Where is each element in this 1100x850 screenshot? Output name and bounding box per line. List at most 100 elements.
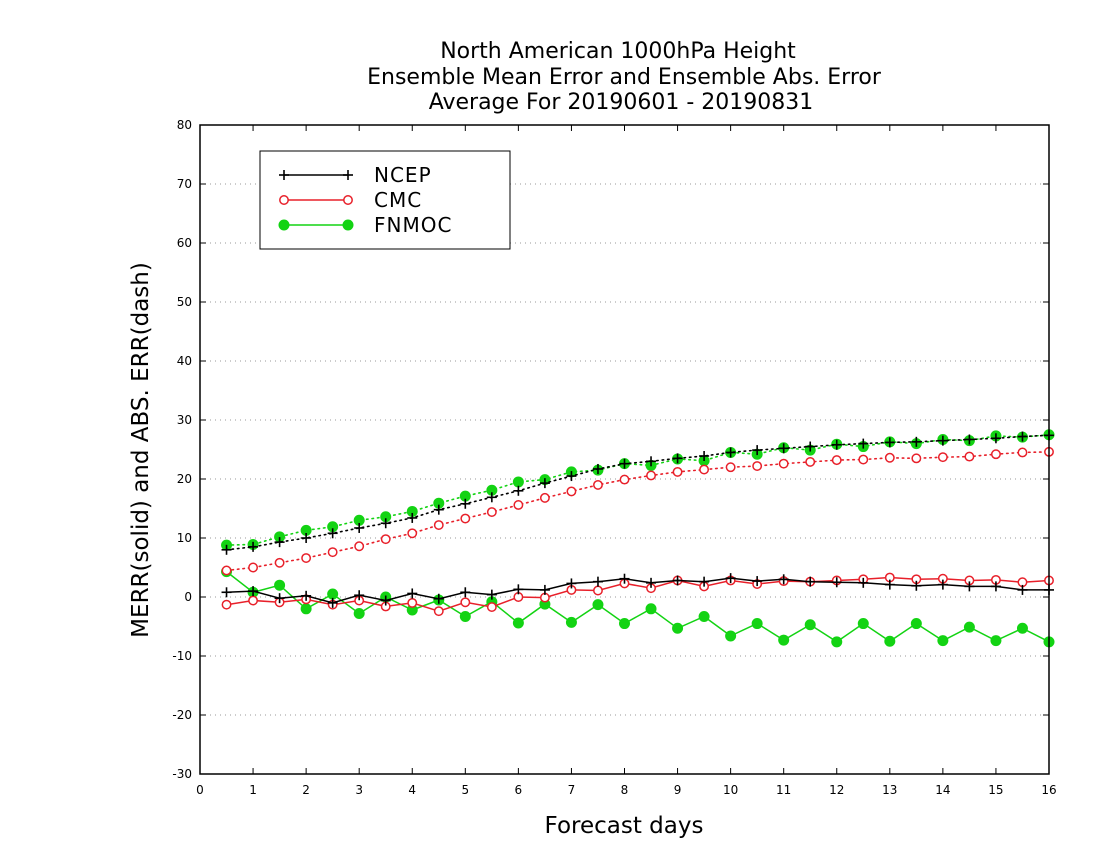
fnmoc-merr-point — [512, 617, 524, 629]
ncep-merr-point — [672, 575, 683, 586]
cmc-abs-err-point — [699, 464, 710, 475]
cmc-abs-err-point — [486, 507, 497, 517]
cmc-merr-point — [593, 585, 603, 596]
legend-label-ncep: NCEP — [374, 163, 432, 187]
cmc-abs-err-point — [752, 461, 763, 471]
x-tick-label: 8 — [621, 783, 629, 797]
fnmoc-abs-err-point — [512, 476, 524, 488]
legend-marker-ncep — [343, 170, 353, 180]
x-tick-label: 6 — [515, 783, 523, 797]
fnmoc-merr-point — [274, 579, 286, 591]
y-axis-label: MERR(solid) and ABS. ERR(dash) — [128, 262, 154, 638]
y-tick-label: 80 — [177, 118, 192, 132]
ncep-abs-err-point — [274, 537, 285, 548]
ncep-merr-point — [327, 597, 338, 608]
fnmoc-merr-point — [327, 588, 339, 600]
cmc-abs-err-line — [225, 451, 1050, 572]
x-tick-label: 3 — [355, 783, 363, 797]
fnmoc-merr-point — [1016, 622, 1028, 634]
fnmoc-merr-point — [857, 618, 869, 630]
cmc-abs-err-point — [778, 458, 789, 469]
cmc-merr-point — [433, 606, 444, 617]
x-tick-label: 14 — [935, 783, 950, 797]
cmc-abs-err-point — [884, 452, 895, 463]
x-tick-label: 7 — [568, 783, 576, 797]
cmc-abs-err-point — [593, 479, 603, 490]
fnmoc-merr-point — [672, 622, 684, 634]
ncep-merr-point — [831, 577, 842, 588]
legend-marker-cmc — [279, 195, 289, 205]
ncep-abs-err-point — [911, 436, 922, 447]
plot-area — [221, 429, 1055, 648]
chart-title: North American 1000hPa Height Ensemble M… — [367, 39, 882, 115]
fnmoc-merr-point — [963, 621, 975, 633]
x-tick-label: 16 — [1041, 783, 1056, 797]
gridlines — [200, 183, 1049, 716]
y-tick-label: 10 — [177, 531, 192, 545]
ncep-abs-err-point — [831, 439, 842, 450]
y-tick-label: 50 — [177, 295, 192, 309]
ncep-merr-point — [805, 576, 816, 587]
ncep-merr-point — [858, 577, 869, 588]
cmc-abs-err-point — [221, 565, 232, 576]
ncep-merr-point — [433, 593, 444, 604]
ncep-merr-point — [513, 584, 524, 595]
ncep-abs-err-point — [646, 456, 657, 467]
fnmoc-merr-point — [645, 603, 657, 615]
ncep-abs-err-point — [699, 450, 710, 461]
x-tick-label: 11 — [776, 783, 791, 797]
x-tick-label: 4 — [408, 783, 416, 797]
y-tick-label: 20 — [177, 472, 192, 486]
x-tick-label: 10 — [723, 783, 738, 797]
cmc-abs-err-point — [1017, 447, 1028, 458]
ncep-merr-point — [964, 581, 975, 592]
fnmoc-merr-point — [619, 618, 630, 630]
legend-item-fnmoc: FNMOC — [278, 213, 451, 237]
fnmoc-merr-point — [751, 618, 763, 630]
x-tick-label: 1 — [249, 783, 257, 797]
ncep-abs-err-point — [327, 528, 338, 539]
cmc-abs-err-point — [407, 528, 418, 539]
cmc-abs-err-point — [990, 449, 1001, 460]
ncep-abs-err-point — [407, 512, 418, 523]
fnmoc-merr-point — [592, 599, 604, 611]
fnmoc-abs-err-line — [225, 433, 1050, 546]
cmc-abs-err-point — [725, 462, 736, 473]
cmc-merr-point — [407, 597, 418, 608]
fnmoc-merr-point — [459, 610, 471, 622]
x-tick-label: 2 — [302, 783, 310, 797]
fnmoc-merr-point — [353, 608, 365, 620]
ncep-merr-point — [274, 593, 285, 604]
legend-marker-cmc — [343, 195, 353, 205]
ncep-abs-err-point — [752, 445, 763, 456]
ncep-merr-point — [354, 590, 365, 601]
ncep-abs-err-point — [460, 498, 471, 509]
ncep-merr-point — [990, 581, 1001, 592]
y-tick-label: -10 — [172, 649, 192, 663]
cmc-abs-err-point — [301, 553, 312, 564]
fnmoc-merr-point — [910, 618, 922, 630]
ncep-merr-point — [486, 589, 497, 600]
ncep-merr-point — [566, 578, 577, 589]
series-ncep — [221, 430, 1054, 608]
legend-marker-fnmoc — [342, 219, 354, 231]
ncep-abs-err-point — [884, 437, 895, 448]
legend-item-ncep: NCEP — [279, 163, 432, 187]
ncep-merr-line — [226, 577, 1049, 604]
cmc-abs-err-point — [274, 557, 285, 568]
x-axis-label: Forecast days — [545, 813, 704, 839]
title-line-3: Average For 20190601 - 20190831 — [429, 90, 814, 115]
series-cmc — [221, 446, 1054, 617]
ncep-abs-err-point — [778, 443, 789, 454]
cmc-merr-point — [248, 595, 259, 606]
legend-item-cmc: CMC — [279, 188, 421, 212]
cmc-abs-err-point — [460, 513, 471, 524]
cmc-merr-point — [486, 602, 497, 612]
cmc-abs-err-point — [327, 547, 338, 558]
ncep-abs-err-point — [248, 541, 259, 552]
ncep-merr-point — [248, 586, 259, 597]
cmc-abs-err-point — [380, 534, 391, 545]
x-tick-label: 5 — [461, 783, 469, 797]
